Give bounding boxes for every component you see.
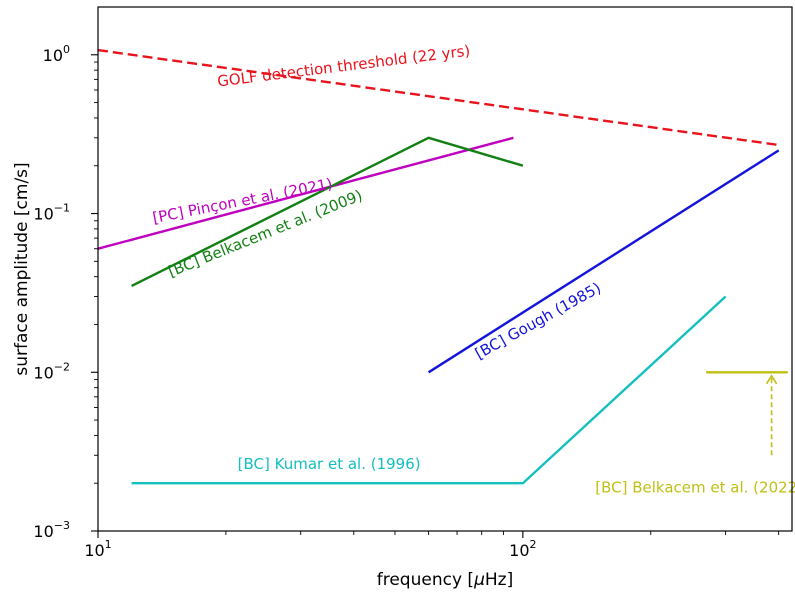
y-axis-label: surface amplitude [cm/s] (12, 162, 32, 375)
y-tick-label: 100 (43, 43, 70, 65)
y-tick-label: 10−1 (33, 202, 70, 224)
y-tick-label: 10−2 (33, 360, 70, 382)
x-tick-label: 101 (84, 538, 111, 560)
series-line-2 (131, 136, 524, 287)
series-label-5: [BC] Belkacem et al. (2022) (595, 478, 795, 496)
axis-ticks: 101 102 10−3 10−2 10−1 100 (33, 43, 780, 560)
series-line-4 (131, 295, 727, 485)
y-tick-label: 10−3 (33, 519, 70, 541)
series-group (97, 48, 788, 485)
plot-background (98, 7, 792, 531)
series-label-4: [BC] Kumar et al. (1996) (238, 455, 421, 473)
series-line-1 (97, 136, 514, 250)
series-arrow-head (765, 374, 778, 385)
x-axis-label: frequency [μHz] (377, 570, 513, 590)
series-line-3 (427, 149, 780, 374)
series-line-0 (97, 48, 779, 147)
x-tick-label: 102 (509, 538, 536, 560)
plot-frame (97, 6, 793, 532)
